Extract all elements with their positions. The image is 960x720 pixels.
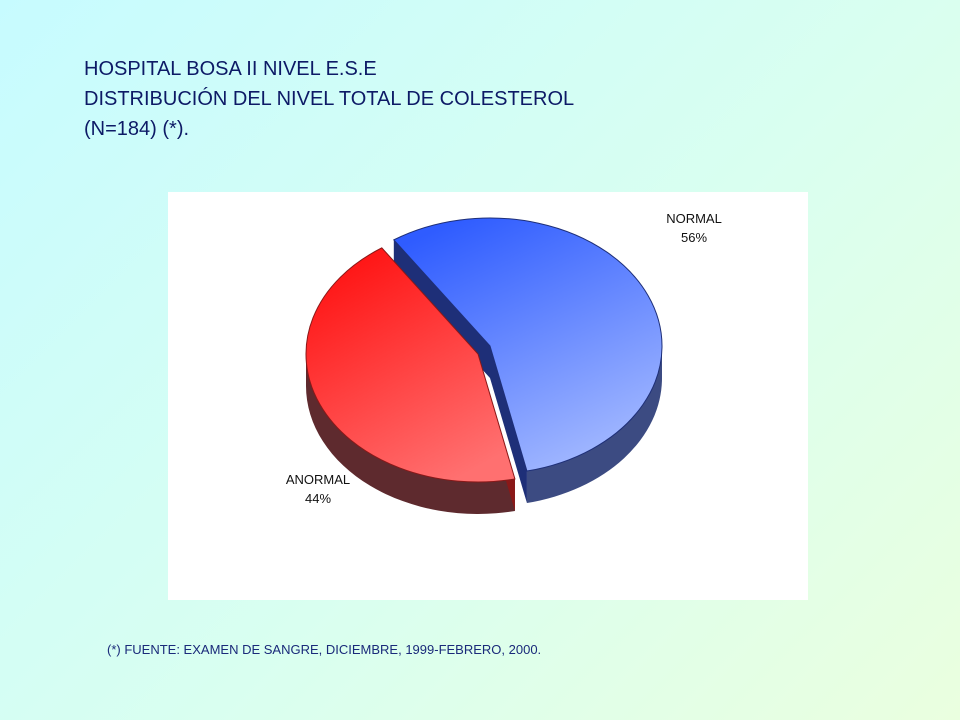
pie-slice-normal xyxy=(393,217,663,472)
slice-label-anormal: ANORMAL xyxy=(286,472,350,487)
slice-value-anormal: 44% xyxy=(305,491,331,506)
chart-title: HOSPITAL BOSA II NIVEL E.S.E DISTRIBUCIÓ… xyxy=(84,54,574,144)
slice-label-normal: NORMAL xyxy=(666,211,722,226)
pie-side-normal xyxy=(526,346,662,504)
slice-value-normal: 56% xyxy=(681,230,707,245)
pie-slice-anormal xyxy=(305,247,516,483)
title-line-2: DISTRIBUCIÓN DEL NIVEL TOTAL DE COLESTER… xyxy=(84,88,575,110)
title-line-1: HOSPITAL BOSA II NIVEL E.S.E xyxy=(84,58,377,80)
pie-chart: NORMAL 56% ANORMAL 44% xyxy=(286,211,722,514)
pie-side-anormal xyxy=(306,354,515,514)
chart-panel: NORMAL 56% ANORMAL 44% xyxy=(168,192,808,600)
pie-cut-normal xyxy=(490,346,527,504)
title-line-3: (N=184) (*). xyxy=(84,118,190,140)
source-note: (*) FUENTE: EXAMEN DE SANGRE, DICIEMBRE,… xyxy=(107,642,542,657)
